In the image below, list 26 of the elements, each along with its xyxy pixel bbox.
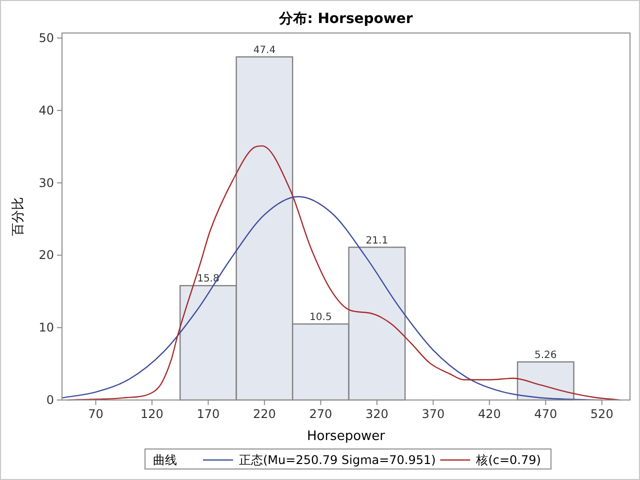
x-tick-label: 70 (88, 407, 104, 421)
x-tick-label: 270 (309, 407, 332, 421)
y-tick-label: 10 (38, 320, 54, 335)
y-tick-label: 50 (38, 31, 54, 46)
data-label: 5.26 (534, 350, 557, 361)
y-axis-title: 百分比 (11, 197, 26, 236)
legend-title: 曲线 (153, 453, 177, 467)
data-label: 47.4 (253, 44, 276, 56)
x-tick-label: 370 (422, 407, 445, 421)
data-label: 21.1 (366, 235, 388, 246)
chart-title: 分布: Horsepower (278, 11, 413, 27)
x-tick-label: 470 (534, 407, 558, 421)
x-tick-label: 320 (365, 407, 388, 421)
y-tick-label: 30 (38, 176, 54, 190)
x-tick-label: 220 (253, 407, 276, 421)
x-tick-label: 420 (478, 407, 501, 421)
y-tick-label: 0 (46, 393, 54, 407)
legend-label: 正态(Mu=250.79 Sigma=70.951) (239, 453, 436, 467)
data-label: 10.5 (310, 312, 332, 323)
y-tick-label: 40 (38, 103, 54, 118)
y-tick-label: 20 (38, 248, 54, 262)
x-axis-title: Horsepower (306, 429, 386, 444)
legend-label: 核(c=0.79) (475, 453, 541, 467)
x-tick-label: 170 (196, 407, 220, 421)
x-tick-label: 120 (140, 407, 164, 421)
x-tick-label: 520 (590, 407, 614, 421)
